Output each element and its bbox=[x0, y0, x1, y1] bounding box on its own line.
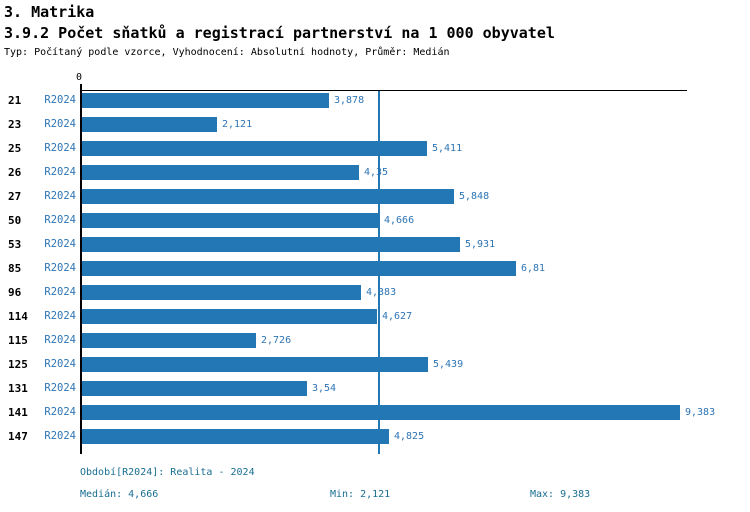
bar bbox=[82, 333, 256, 348]
chart-row: 21 R2024 3,878 bbox=[0, 93, 750, 108]
row-period-label: R2024 bbox=[44, 262, 76, 274]
chart-row: 85 R2024 6,81 bbox=[0, 261, 750, 276]
x-axis-line bbox=[81, 90, 687, 91]
row-id-label: 50 bbox=[8, 214, 22, 227]
row-period-label: R2024 bbox=[44, 382, 76, 394]
bar-value-label: 2,726 bbox=[261, 335, 292, 346]
footer-max: Max: 9,383 bbox=[530, 489, 591, 500]
row-period-label: R2024 bbox=[44, 142, 76, 154]
row-period-label: R2024 bbox=[44, 214, 76, 226]
chart-row: 96 R2024 4,383 bbox=[0, 285, 750, 300]
bar bbox=[82, 93, 329, 108]
row-period-label: R2024 bbox=[44, 166, 76, 178]
chart-row: 23 R2024 2,121 bbox=[0, 117, 750, 132]
row-id-label: 147 bbox=[8, 430, 28, 443]
row-period-label: R2024 bbox=[44, 286, 76, 298]
bar bbox=[82, 261, 516, 276]
row-id-label: 26 bbox=[8, 166, 22, 179]
bar bbox=[82, 213, 379, 228]
bar bbox=[82, 381, 307, 396]
bar-value-label: 3,878 bbox=[334, 95, 365, 106]
bar bbox=[82, 285, 361, 300]
chart-row: 53 R2024 5,931 bbox=[0, 237, 750, 252]
chart-row: 147 R2024 4,825 bbox=[0, 429, 750, 444]
footer-min: Min: 2,121 bbox=[330, 489, 391, 500]
bar-value-label: 2,121 bbox=[222, 119, 253, 130]
row-id-label: 25 bbox=[8, 142, 22, 155]
chart-row: 141 R2024 9,383 bbox=[0, 405, 750, 420]
row-id-label: 115 bbox=[8, 334, 28, 347]
bar-value-label: 5,439 bbox=[433, 359, 464, 370]
row-period-label: R2024 bbox=[44, 118, 76, 130]
bar-value-label: 9,383 bbox=[685, 407, 716, 418]
row-id-label: 27 bbox=[8, 190, 22, 203]
row-id-label: 23 bbox=[8, 118, 22, 131]
bar-value-label: 3,54 bbox=[312, 383, 337, 394]
bar-value-label: 5,848 bbox=[459, 191, 490, 202]
row-period-label: R2024 bbox=[44, 334, 76, 346]
bar bbox=[82, 309, 377, 324]
chart-row: 27 R2024 5,848 bbox=[0, 189, 750, 204]
chart-row: 26 R2024 4,35 bbox=[0, 165, 750, 180]
row-id-label: 21 bbox=[8, 94, 22, 107]
bar bbox=[82, 429, 389, 444]
bar-value-label: 4,825 bbox=[394, 431, 425, 442]
bar-value-label: 6,81 bbox=[521, 263, 546, 274]
bar bbox=[82, 165, 359, 180]
chart-meta-line: Typ: Počítaný podle vzorce, Vyhodnocení:… bbox=[4, 47, 450, 58]
bar-value-label: 4,35 bbox=[364, 167, 389, 178]
chart-row: 131 R2024 3,54 bbox=[0, 381, 750, 396]
bar bbox=[82, 357, 428, 372]
bar-value-label: 4,666 bbox=[384, 215, 415, 226]
page-title: 3.9.2 Počet sňatků a registrací partners… bbox=[4, 24, 555, 42]
axis-zero-label: 0 bbox=[75, 72, 83, 83]
row-id-label: 131 bbox=[8, 382, 28, 395]
row-period-label: R2024 bbox=[44, 190, 76, 202]
bar bbox=[82, 189, 454, 204]
row-period-label: R2024 bbox=[44, 238, 76, 250]
bar-value-label: 5,931 bbox=[465, 239, 496, 250]
chart-row: 25 R2024 5,411 bbox=[0, 141, 750, 156]
bar-value-label: 4,383 bbox=[366, 287, 397, 298]
row-id-label: 125 bbox=[8, 358, 28, 371]
row-period-label: R2024 bbox=[44, 406, 76, 418]
row-id-label: 85 bbox=[8, 262, 22, 275]
chart-row: 50 R2024 4,666 bbox=[0, 213, 750, 228]
section-title: 3. Matrika bbox=[4, 3, 95, 21]
row-period-label: R2024 bbox=[44, 94, 76, 106]
row-period-label: R2024 bbox=[44, 430, 76, 442]
row-period-label: R2024 bbox=[44, 310, 76, 322]
chart-row: 115 R2024 2,726 bbox=[0, 333, 750, 348]
row-id-label: 114 bbox=[8, 310, 28, 323]
chart-row: 125 R2024 5,439 bbox=[0, 357, 750, 372]
bar-value-label: 4,627 bbox=[382, 311, 413, 322]
bar bbox=[82, 141, 427, 156]
bar bbox=[82, 237, 460, 252]
bar-value-label: 5,411 bbox=[432, 143, 463, 154]
y-axis-line bbox=[80, 84, 82, 454]
footer-median: Medián: 4,666 bbox=[80, 489, 159, 500]
bar bbox=[82, 117, 217, 132]
footer-period: Období[R2024]: Realita - 2024 bbox=[80, 467, 255, 478]
row-id-label: 141 bbox=[8, 406, 28, 419]
row-id-label: 53 bbox=[8, 238, 22, 251]
chart-row: 114 R2024 4,627 bbox=[0, 309, 750, 324]
bar bbox=[82, 405, 680, 420]
row-id-label: 96 bbox=[8, 286, 22, 299]
row-period-label: R2024 bbox=[44, 358, 76, 370]
